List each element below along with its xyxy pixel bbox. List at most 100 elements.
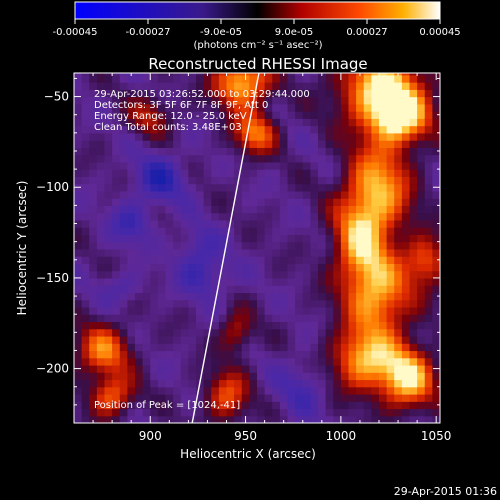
heatmap-cell [295,183,304,192]
heatmap-cell [348,118,357,127]
heatmap-cell [74,357,83,366]
heatmap-cell [104,183,113,192]
heatmap-cell [379,306,388,315]
heatmap-cell [226,415,235,423]
heatmap-cell [340,82,350,90]
heatmap-cell [196,350,205,359]
heatmap-cell [356,335,365,344]
heatmap-cell [424,343,433,352]
heatmap-cell [89,285,98,294]
heatmap-cell [180,248,189,257]
heatmap-cell [150,357,159,366]
heatmap-cell [226,111,235,119]
heatmap-cell [142,169,151,177]
heatmap-cell [272,219,281,228]
heatmap-cell [432,343,440,352]
heatmap-cell [417,364,426,373]
heatmap-cell [218,183,228,192]
heatmap-cell [417,321,426,330]
heatmap-cell [112,111,121,119]
heatmap-cell [295,227,304,235]
heatmap-cell [249,256,258,265]
heatmap-cell [81,147,90,156]
heatmap-cell [188,74,197,83]
heatmap-cell [432,328,440,337]
heatmap-cell [74,227,83,235]
heatmap-cell [379,125,388,134]
heatmap-cell [135,190,144,199]
heatmap-cell [196,205,205,214]
heatmap-cell [241,169,250,177]
heatmap-cell [96,212,106,221]
heatmap-cell [119,299,128,308]
heatmap-cell [173,125,182,134]
heatmap-cell [279,306,289,315]
heatmap-cell [218,415,228,423]
heatmap-cell [127,386,136,395]
heatmap-cell [264,198,273,206]
heatmap-cell [127,401,136,410]
heatmap-cell [173,198,182,206]
heatmap-cell [333,343,342,352]
heatmap-cell [96,321,106,330]
heatmap-cell [81,248,90,257]
heatmap-cell [112,190,121,199]
heatmap-cell [325,256,334,265]
heatmap-cell [96,82,106,90]
heatmap-cell [417,263,426,272]
heatmap-cell [279,198,289,206]
heatmap-cell [226,379,235,388]
heatmap-cell [188,350,197,359]
heatmap-cell [135,205,144,214]
heatmap-cell [74,386,83,395]
heatmap-cell [211,234,220,243]
heatmap-cell [142,256,151,265]
heatmap-cell [188,248,197,257]
heatmap-cell [188,176,197,185]
heatmap-cell [424,328,433,337]
heatmap-cell [386,198,395,206]
heatmap-cell [340,364,350,373]
heatmap-cell [135,328,144,337]
heatmap-cell [424,183,433,192]
heatmap-cell [272,248,281,257]
heatmap-cell [287,357,296,366]
heatmap-cell [386,161,395,170]
heatmap-cell [157,415,167,423]
heatmap-cell [104,364,113,373]
heatmap-cell [257,299,266,308]
heatmap-cell [333,198,342,206]
heatmap-cell [165,314,174,323]
heatmap-cell [432,401,440,410]
heatmap-cell [127,343,136,352]
heatmap-cell [173,73,182,76]
heatmap-cell [424,125,433,134]
heatmap-cell [241,321,250,330]
heatmap-cell [424,306,433,315]
heatmap-cell [142,198,151,206]
heatmap-cell [318,111,327,119]
heatmap-cell [417,379,426,388]
heatmap-cell [333,183,342,192]
heatmap-cell [379,176,388,185]
heatmap-cell [142,161,151,170]
heatmap-cell [379,82,388,90]
heatmap-cell [356,379,365,388]
heatmap-cell [81,415,90,423]
heatmap-cell [394,263,403,272]
heatmap-cell [356,169,365,177]
heatmap-cell [417,219,426,228]
heatmap-cell [356,386,365,395]
heatmap-cell [379,357,388,366]
heatmap-cell [371,234,380,243]
heatmap-cell [74,82,83,90]
heatmap-cell [157,212,167,221]
heatmap-cell [394,132,403,141]
heatmap-cell [196,386,205,395]
heatmap-cell [188,321,197,330]
heatmap-cell [211,96,220,105]
heatmap-cell [409,335,418,344]
heatmap-cell [333,161,342,170]
heatmap-cell [234,292,243,301]
heatmap-cell [401,415,411,423]
